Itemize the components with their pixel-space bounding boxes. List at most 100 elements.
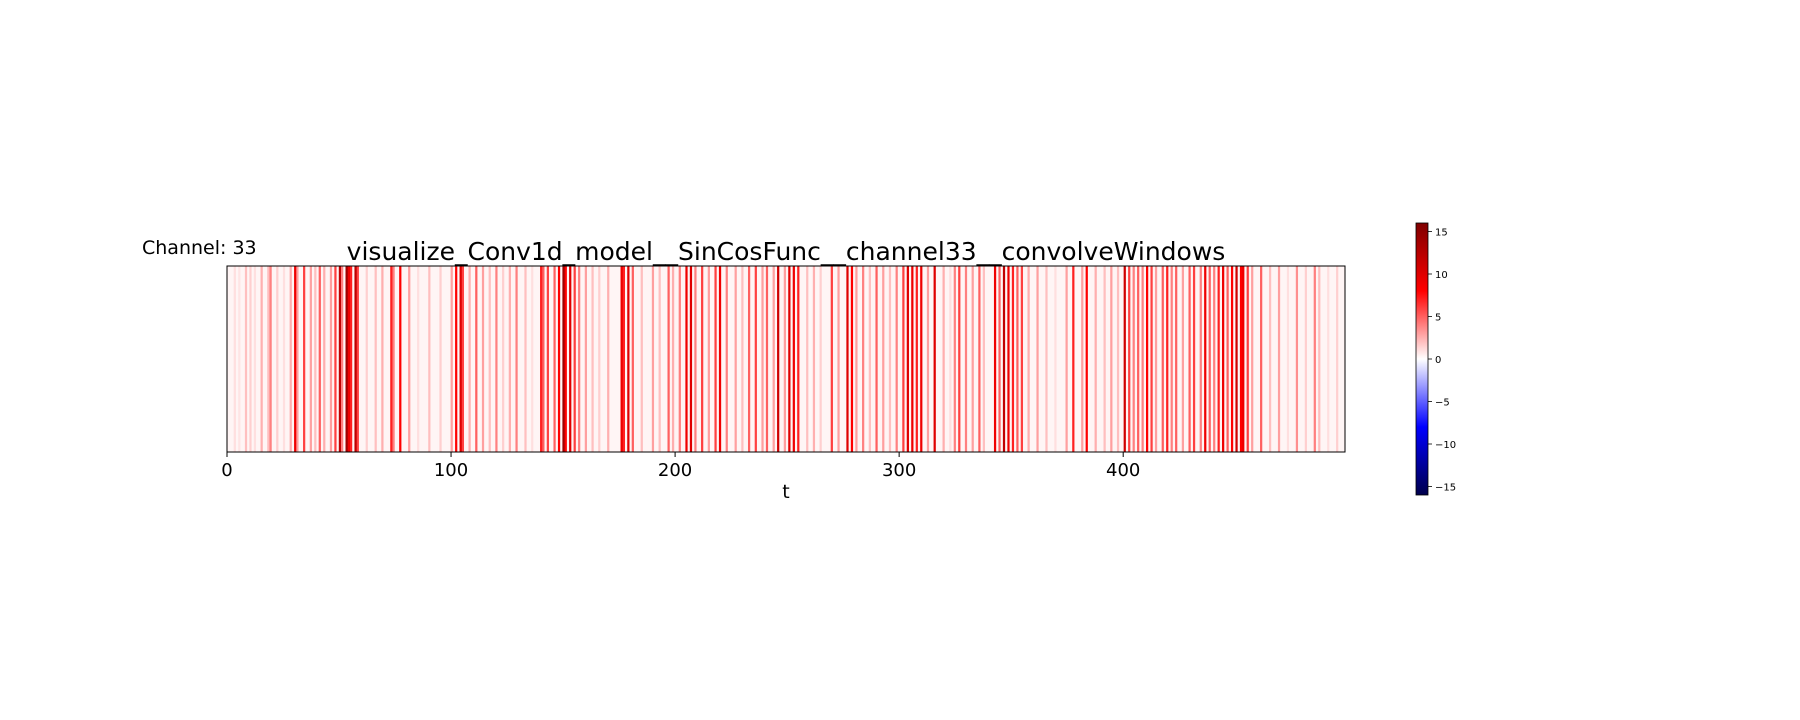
heatmap-cell (819, 266, 823, 452)
heatmap-cell (618, 266, 621, 452)
heatmap-cell (1067, 266, 1071, 452)
heatmap-cell (1069, 266, 1073, 452)
heatmap-cell (1063, 266, 1066, 452)
heatmap-cell (929, 266, 932, 452)
heatmap-cell (1313, 266, 1317, 452)
heatmap-cell (1329, 266, 1332, 452)
heatmap-cell (774, 266, 778, 452)
heatmap-cell (410, 266, 413, 452)
heatmap-cell (786, 266, 789, 452)
heatmap-cell (864, 266, 867, 452)
heatmap-cell (461, 266, 465, 452)
heatmap-cell (665, 266, 668, 452)
heatmap-cell (1320, 266, 1323, 452)
heatmap-cell (1105, 266, 1109, 452)
heatmap-cell (513, 266, 516, 452)
heatmap-cell (419, 266, 422, 452)
heatmap-cell (996, 266, 999, 452)
heatmap-cell (227, 266, 230, 452)
heatmap-cell (669, 266, 673, 452)
heatmap-cell (582, 266, 586, 452)
heatmap-cell (613, 266, 617, 452)
heatmap-cell (951, 266, 955, 452)
heatmap-cell (528, 266, 532, 452)
heatmap-cell (770, 266, 773, 452)
x-tick-label: 0 (221, 460, 232, 481)
heatmap-cell (877, 266, 881, 452)
heatmap-cell (506, 266, 510, 452)
heatmap-cell (1168, 266, 1171, 452)
heatmap-cell (862, 266, 865, 452)
heatmap-cell (841, 266, 845, 452)
heatmap-cell (1318, 266, 1321, 452)
heatmap-cell (256, 266, 259, 452)
heatmap-cell (258, 266, 261, 452)
heatmap-cell (553, 266, 557, 452)
heatmap-cell (660, 266, 664, 452)
heatmap-cell (1184, 266, 1187, 452)
heatmap-cell (564, 266, 568, 452)
heatmap-cell (399, 266, 402, 452)
heatmap-cell (1224, 266, 1227, 452)
heatmap-cell (980, 266, 984, 452)
heatmap-cell (560, 266, 563, 452)
heatmap-cell (1246, 266, 1250, 452)
heatmap-cell (772, 266, 776, 452)
heatmap-cell (1065, 266, 1069, 452)
heatmap-cell (253, 266, 257, 452)
heatmap-cell (488, 266, 492, 452)
heatmap-cell (336, 266, 340, 452)
heatmap-cell (1208, 266, 1212, 452)
heatmap-cell (421, 266, 425, 452)
heatmap-cell (1199, 266, 1203, 452)
heatmap-cell (1284, 266, 1288, 452)
heatmap-cell (1333, 266, 1337, 452)
heatmap-cell (1137, 266, 1140, 452)
heatmap-cell (692, 266, 695, 452)
heatmap-cell (902, 266, 905, 452)
heatmap-cell (707, 266, 711, 452)
heatmap-cell (931, 266, 934, 452)
heatmap-cell (1201, 266, 1205, 452)
heatmap-cell (853, 266, 856, 452)
heatmap-cell (390, 266, 393, 452)
heatmap-cell (953, 266, 957, 452)
heatmap-cell (1103, 266, 1107, 452)
heatmap-cell (434, 266, 438, 452)
heatmap-cell (428, 266, 431, 452)
heatmap-cell (285, 266, 288, 452)
heatmap-cell (332, 266, 335, 452)
heatmap-cell (955, 266, 959, 452)
heatmap-cell (533, 266, 536, 452)
heatmap-cell (815, 266, 818, 452)
heatmap-cell (1072, 266, 1075, 452)
heatmap-cell (542, 266, 545, 452)
heatmap-cell (967, 266, 970, 452)
heatmap-cell (1034, 266, 1037, 452)
heatmap-cell (701, 266, 704, 452)
heatmap-cell (801, 266, 805, 452)
heatmap-cell (600, 266, 603, 452)
heatmap-cell (531, 266, 534, 452)
heatmap-cell (969, 266, 972, 452)
heatmap-cell (754, 266, 758, 452)
heatmap-cell (989, 266, 993, 452)
heatmap-cell (595, 266, 599, 452)
heatmap-cell (855, 266, 858, 452)
heatmap-cell (779, 266, 782, 452)
heatmap-cell (1157, 266, 1160, 452)
heatmap-cell (721, 266, 724, 452)
heatmap-cell (946, 266, 950, 452)
heatmap-cell (571, 266, 574, 452)
heatmap-cell (1251, 266, 1254, 452)
heatmap-cell (638, 266, 642, 452)
heatmap-cell (850, 266, 854, 452)
heatmap-cell (1016, 266, 1019, 452)
heatmap-cell (940, 266, 943, 452)
heatmap-cell (942, 266, 946, 452)
heatmap-cell (971, 266, 975, 452)
heatmap-cell (247, 266, 250, 452)
heatmap-cell (633, 266, 637, 452)
heatmap-cell (832, 266, 836, 452)
heatmap-cell (629, 266, 633, 452)
